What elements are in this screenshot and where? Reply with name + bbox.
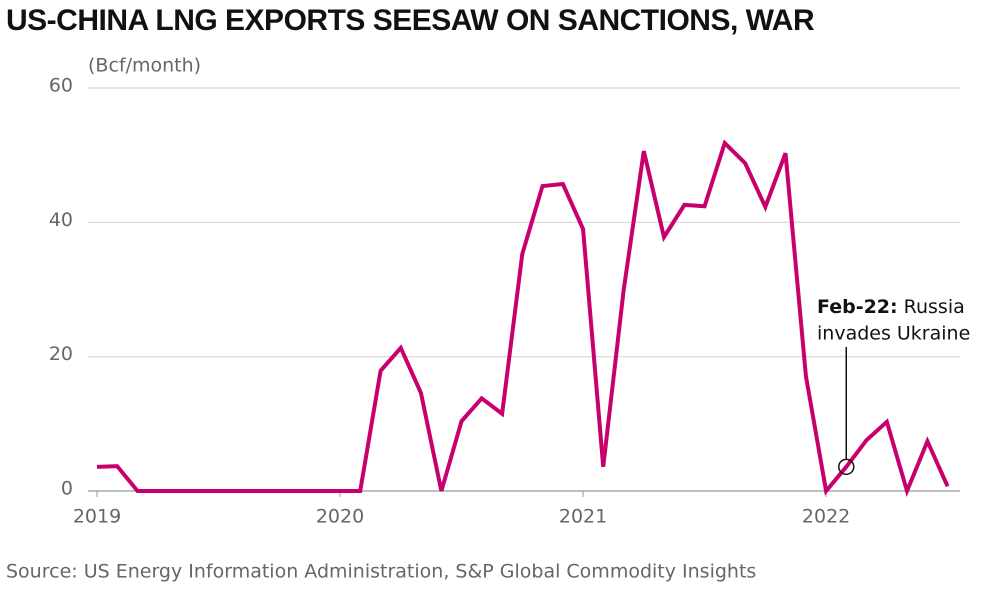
y-tick-label: 20: [49, 343, 73, 365]
annotation-text: invades Ukraine: [817, 323, 970, 345]
annotation-marker: [838, 458, 855, 476]
y-tick-label: 40: [49, 209, 73, 231]
x-tick-label: 2022: [802, 506, 850, 528]
x-tick-label: 2021: [559, 506, 607, 528]
annotation-text: Russia: [904, 296, 965, 318]
y-axis-label: (Bcf/month): [88, 55, 201, 77]
chart-title: US-CHINA LNG EXPORTS SEESAW ON SANCTIONS…: [6, 4, 815, 37]
x-tick-label: 2020: [316, 506, 364, 528]
annotation-bold: Feb-22:: [817, 296, 898, 318]
y-tick-label: 60: [49, 75, 73, 97]
y-tick-label: 0: [61, 478, 73, 500]
line: [96, 139, 950, 498]
x-tick-label: 2019: [73, 506, 121, 528]
source: Source: US Energy Information Administra…: [6, 561, 756, 583]
annotation: Feb-22: Russia: [817, 296, 965, 318]
